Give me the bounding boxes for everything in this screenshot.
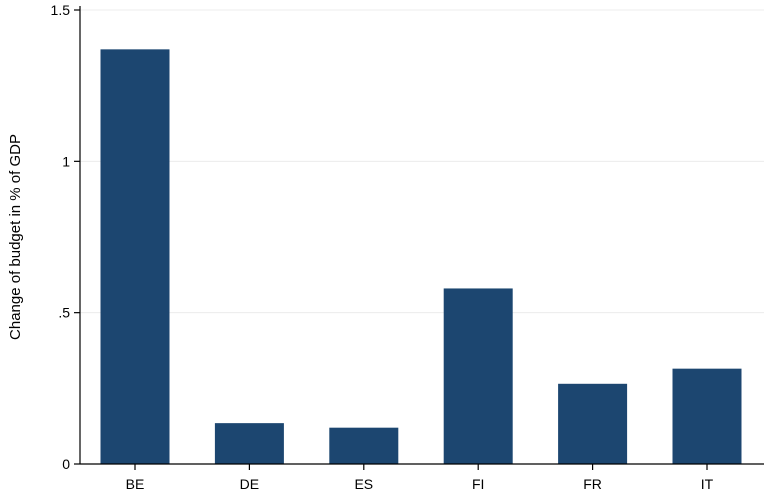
x-tick-label-fr: FR <box>583 476 602 492</box>
bars <box>100 49 742 464</box>
x-tick-label-de: DE <box>240 476 259 492</box>
bar-es <box>329 427 399 464</box>
y-tick-label: .5 <box>58 305 70 321</box>
bar-de <box>214 423 284 464</box>
y-tick-label: 0 <box>62 456 70 472</box>
y-tick-label: 1 <box>62 153 70 169</box>
bar-fr <box>558 383 628 464</box>
bar-be <box>100 49 170 464</box>
x-tick-label-es: ES <box>354 476 373 492</box>
x-tick-label-be: BE <box>126 476 145 492</box>
bar-fi <box>443 288 513 464</box>
x-tick-label-it: IT <box>701 476 714 492</box>
y-axis-title: Change of budget in % of GDP <box>7 134 24 340</box>
y-tick-label: 1.5 <box>51 2 71 18</box>
gridlines <box>80 9 764 314</box>
bar-it <box>672 368 742 464</box>
x-tick-label-fi: FI <box>472 476 484 492</box>
y-axis-ticks: 0 .5 1 1.5 <box>51 2 80 472</box>
x-axis-ticks: BE DE ES FI FR IT <box>126 464 714 492</box>
